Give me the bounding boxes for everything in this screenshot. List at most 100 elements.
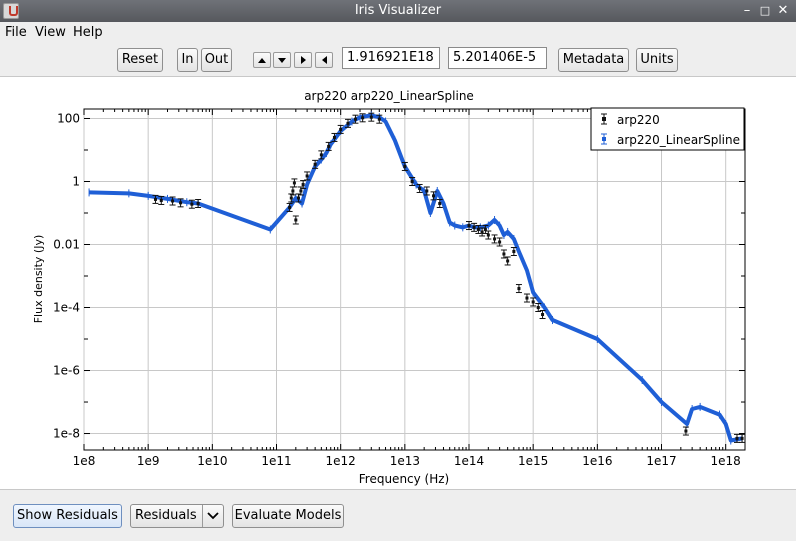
- data-point-arp220: [496, 237, 503, 247]
- point-marker: [289, 196, 293, 200]
- point-marker: [502, 252, 506, 256]
- point-marker: [531, 300, 535, 304]
- point-marker: [486, 233, 490, 237]
- plot-area[interactable]: [83, 108, 746, 451]
- units-button[interactable]: Units: [636, 48, 678, 72]
- legend-point: [602, 117, 606, 121]
- y-tick-label: 1e-8: [53, 427, 80, 441]
- point-marker: [483, 227, 487, 231]
- legend-point: [602, 137, 606, 141]
- data-point-arp220: [300, 180, 307, 190]
- legend-label-linearspline: arp220_LinearSpline: [617, 133, 740, 147]
- legend-label-arp220: arp220: [617, 113, 660, 127]
- point-marker: [319, 153, 323, 157]
- minimize-icon[interactable]: –: [743, 3, 751, 18]
- data-point-arp220: [482, 224, 489, 234]
- metadata-button[interactable]: Metadata: [558, 48, 629, 72]
- data-point-arp220: [304, 171, 311, 181]
- data-point-arp220: [344, 118, 351, 128]
- data-point-arp220: [401, 161, 408, 171]
- point-marker: [438, 202, 442, 206]
- x-tick-label: 1e18: [711, 454, 741, 468]
- point-marker: [493, 237, 497, 241]
- data-point-arp220: [152, 194, 159, 204]
- point-marker: [196, 202, 200, 206]
- data-point-arp220: [530, 297, 537, 307]
- point-marker: [296, 196, 300, 200]
- point-marker: [740, 436, 744, 440]
- data-point-arp220: [491, 234, 498, 244]
- menu-help[interactable]: Help: [73, 25, 103, 40]
- point-marker: [480, 230, 484, 234]
- y-tick-label: 0.01: [53, 238, 80, 252]
- chevron-down-icon: [207, 512, 219, 520]
- x-tick-label: 1e12: [326, 454, 356, 468]
- data-point-arp220: [416, 183, 423, 193]
- menu-view[interactable]: View: [35, 25, 66, 40]
- data-point-arp220: [739, 433, 746, 443]
- x-tick-label: 1e11: [261, 454, 291, 468]
- close-icon[interactable]: ✕: [777, 3, 789, 18]
- residuals-select-value: Residuals: [135, 508, 197, 523]
- grid: [83, 109, 745, 450]
- toolbar: Reset In Out 1.916921E18 5.201406E-5 Met…: [0, 42, 796, 76]
- point-marker: [179, 201, 183, 205]
- menu-bar: File View Help: [0, 22, 796, 42]
- data-point-arp220: [359, 113, 366, 123]
- data-point-arp220: [733, 433, 740, 443]
- point-marker: [536, 306, 540, 310]
- point-marker: [432, 194, 436, 198]
- point-marker: [410, 179, 414, 183]
- point-marker: [313, 162, 317, 166]
- legend: arp220 arp220_LinearSpline: [590, 107, 745, 151]
- data-point-arp220: [158, 195, 165, 205]
- residuals-select[interactable]: Residuals: [130, 504, 224, 528]
- x-axis-label: Frequency (Hz): [359, 472, 450, 486]
- point-marker: [517, 287, 521, 291]
- pan-left-button[interactable]: [315, 52, 333, 68]
- point-marker: [467, 224, 471, 228]
- data-point-arp220: [188, 199, 195, 209]
- show-residuals-button[interactable]: Show Residuals: [13, 504, 122, 528]
- x-coordinate-field[interactable]: 1.916921E18: [342, 47, 440, 69]
- point-marker: [305, 174, 309, 178]
- point-marker: [301, 183, 305, 187]
- window-title: Iris Visualizer: [354, 3, 442, 18]
- pan-up-button[interactable]: [253, 52, 271, 68]
- sed-plot[interactable]: arp220 arp220_LinearSpline 1e8 1e9 1e10 1e1…: [0, 77, 796, 491]
- point-marker: [294, 218, 298, 222]
- point-marker: [512, 249, 516, 253]
- data-point-arp220: [368, 112, 375, 122]
- zoom-in-button[interactable]: In: [177, 48, 198, 72]
- point-marker: [292, 181, 296, 185]
- pan-down-button[interactable]: [273, 52, 291, 68]
- pan-right-button[interactable]: [294, 52, 312, 68]
- y-tick-label: 1: [72, 174, 80, 188]
- title-bar: Iris Visualizer – □ ✕: [0, 0, 796, 22]
- series-layer: [88, 111, 746, 445]
- point-marker: [403, 164, 407, 168]
- maximize-icon[interactable]: □: [759, 4, 771, 17]
- menu-file[interactable]: File: [5, 25, 27, 40]
- arrow-up-icon: [258, 58, 266, 63]
- reset-button[interactable]: Reset: [117, 48, 163, 72]
- data-point-arp220: [376, 114, 383, 124]
- zoom-out-button[interactable]: Out: [201, 48, 232, 72]
- data-point-arp220: [539, 309, 546, 319]
- y-coordinate-field[interactable]: 5.201406E-5: [448, 47, 547, 69]
- x-tick-label: 1e15: [518, 454, 548, 468]
- data-point-arp220: [430, 191, 437, 201]
- legend-marker-linearspline: [601, 133, 607, 145]
- data-point-arp220: [291, 178, 298, 188]
- evaluate-models-button[interactable]: Evaluate Models: [232, 504, 344, 528]
- point-marker: [377, 117, 381, 121]
- data-point-arp220: [466, 221, 473, 231]
- point-marker: [498, 240, 502, 244]
- data-point-arp220: [515, 284, 522, 294]
- data-point-arp220: [195, 199, 202, 209]
- plot-panel[interactable]: arp220 arp220_LinearSpline 1e8 1e9 1e10 1e1…: [0, 76, 796, 490]
- point-marker: [171, 199, 175, 203]
- data-point-arp220: [504, 256, 511, 266]
- data-point-arp220: [510, 246, 517, 256]
- x-tick-label: 1e16: [582, 454, 612, 468]
